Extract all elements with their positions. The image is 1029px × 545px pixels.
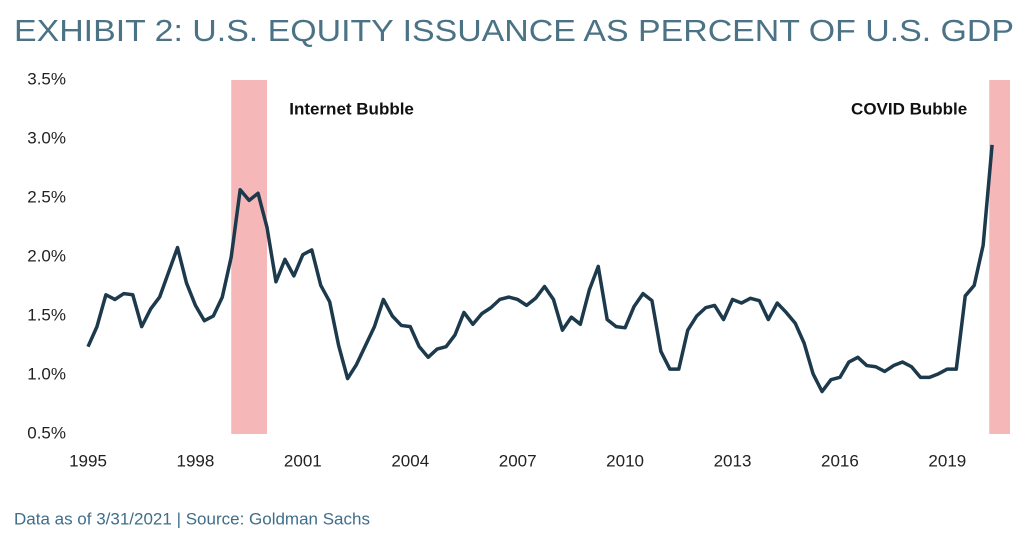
chart-title: EXHIBIT 2: U.S. EQUITY ISSUANCE AS PERCE… — [14, 13, 1014, 48]
y-tick-label: 3.5% — [27, 69, 66, 88]
x-tick-label: 2007 — [499, 451, 537, 470]
x-tick-label: 2019 — [928, 451, 966, 470]
y-tick-label: 1.0% — [27, 364, 66, 383]
region-label: Internet Bubble — [289, 99, 414, 118]
data-line — [86, 144, 994, 394]
y-tick-label: 3.0% — [27, 128, 66, 147]
shaded-region — [989, 80, 1010, 434]
y-tick-label: 2.0% — [27, 246, 66, 265]
y-tick-label: 2.5% — [27, 187, 66, 206]
y-tick-label: 1.5% — [27, 305, 66, 324]
x-tick-label: 2013 — [714, 451, 752, 470]
shaded-region — [231, 80, 268, 434]
x-tick-label: 2004 — [391, 451, 429, 470]
x-tick-label: 2016 — [821, 451, 859, 470]
x-tick-label: 1998 — [177, 451, 215, 470]
region-label: COVID Bubble — [851, 99, 967, 118]
y-tick-label: 0.5% — [27, 423, 66, 442]
footnote: Data as of 3/31/2021 | Source: Goldman S… — [14, 509, 370, 528]
x-tick-label: 2001 — [284, 451, 322, 470]
x-tick-label: 1995 — [69, 451, 107, 470]
x-tick-label: 2010 — [606, 451, 644, 470]
